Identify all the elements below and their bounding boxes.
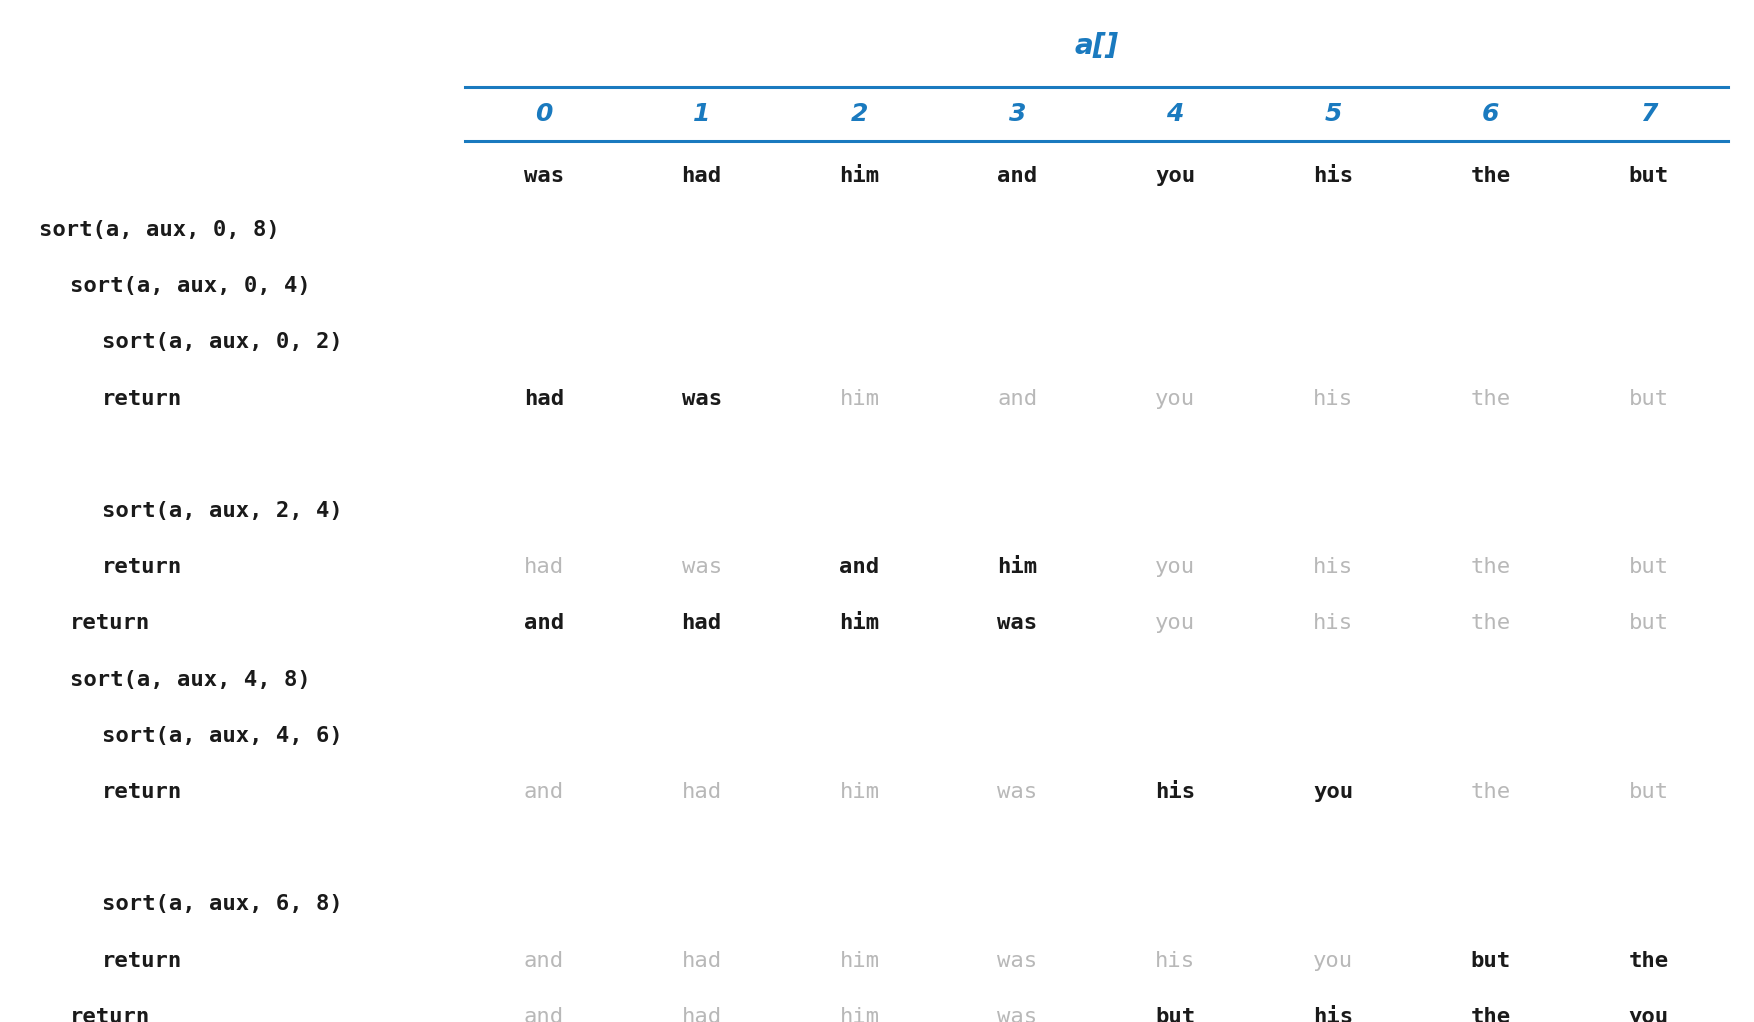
Text: his: his <box>1156 950 1194 971</box>
Text: sort(a, aux, 2, 4): sort(a, aux, 2, 4) <box>102 501 342 521</box>
Text: 3: 3 <box>1009 102 1026 127</box>
Text: the: the <box>1472 166 1510 186</box>
Text: and: and <box>524 613 563 634</box>
Text: you: you <box>1314 782 1352 802</box>
Text: but: but <box>1629 613 1668 634</box>
Text: 0: 0 <box>535 102 553 127</box>
Text: had: had <box>682 950 721 971</box>
Text: his: his <box>1314 166 1352 186</box>
Text: 6: 6 <box>1482 102 1500 127</box>
Text: his: his <box>1314 388 1352 409</box>
Text: you: you <box>1156 557 1194 577</box>
Text: but: but <box>1629 557 1668 577</box>
Text: sort(a, aux, 4, 6): sort(a, aux, 4, 6) <box>102 726 342 746</box>
Text: and: and <box>998 388 1037 409</box>
Text: was: was <box>998 1007 1037 1022</box>
Text: his: his <box>1314 1007 1352 1022</box>
Text: had: had <box>682 613 721 634</box>
Text: the: the <box>1472 557 1510 577</box>
Text: was: was <box>998 782 1037 802</box>
Text: 5: 5 <box>1324 102 1342 127</box>
Text: but: but <box>1472 950 1510 971</box>
Text: his: his <box>1314 557 1352 577</box>
Text: was: was <box>682 557 721 577</box>
Text: return: return <box>102 782 182 802</box>
Text: had: had <box>682 166 721 186</box>
Text: him: him <box>840 613 879 634</box>
Text: and: and <box>524 782 563 802</box>
Text: had: had <box>524 557 563 577</box>
Text: had: had <box>682 782 721 802</box>
Text: had: had <box>682 1007 721 1022</box>
Text: his: his <box>1156 782 1194 802</box>
Text: return: return <box>70 613 151 634</box>
Text: the: the <box>1472 613 1510 634</box>
Text: you: you <box>1156 166 1194 186</box>
Text: return: return <box>102 557 182 577</box>
Text: 7: 7 <box>1640 102 1658 127</box>
Text: him: him <box>840 1007 879 1022</box>
Text: 1: 1 <box>693 102 710 127</box>
Text: was: was <box>524 166 563 186</box>
Text: you: you <box>1156 613 1194 634</box>
Text: and: and <box>524 950 563 971</box>
Text: you: you <box>1314 950 1352 971</box>
Text: him: him <box>840 782 879 802</box>
Text: him: him <box>840 950 879 971</box>
Text: him: him <box>998 557 1037 577</box>
Text: him: him <box>840 388 879 409</box>
Text: but: but <box>1156 1007 1194 1022</box>
Text: the: the <box>1472 1007 1510 1022</box>
Text: you: you <box>1156 388 1194 409</box>
Text: sort(a, aux, 6, 8): sort(a, aux, 6, 8) <box>102 894 342 915</box>
Text: and: and <box>524 1007 563 1022</box>
Text: but: but <box>1629 166 1668 186</box>
Text: sort(a, aux, 0, 2): sort(a, aux, 0, 2) <box>102 332 342 353</box>
Text: 4: 4 <box>1166 102 1184 127</box>
Text: a[]: a[] <box>1073 32 1119 60</box>
Text: sort(a, aux, 0, 4): sort(a, aux, 0, 4) <box>70 276 310 296</box>
Text: was: was <box>998 613 1037 634</box>
Text: the: the <box>1472 388 1510 409</box>
Text: his: his <box>1314 613 1352 634</box>
Text: the: the <box>1472 782 1510 802</box>
Text: sort(a, aux, 4, 8): sort(a, aux, 4, 8) <box>70 669 310 690</box>
Text: return: return <box>70 1007 151 1022</box>
Text: but: but <box>1629 782 1668 802</box>
Text: return: return <box>102 388 182 409</box>
Text: was: was <box>998 950 1037 971</box>
Text: sort(a, aux, 0, 8): sort(a, aux, 0, 8) <box>39 220 279 240</box>
Text: was: was <box>682 388 721 409</box>
Text: him: him <box>840 166 879 186</box>
Text: 2: 2 <box>851 102 868 127</box>
Text: you: you <box>1629 1007 1668 1022</box>
Text: the: the <box>1629 950 1668 971</box>
Text: but: but <box>1629 388 1668 409</box>
Text: and: and <box>998 166 1037 186</box>
Text: had: had <box>524 388 563 409</box>
Text: return: return <box>102 950 182 971</box>
Text: and: and <box>840 557 879 577</box>
